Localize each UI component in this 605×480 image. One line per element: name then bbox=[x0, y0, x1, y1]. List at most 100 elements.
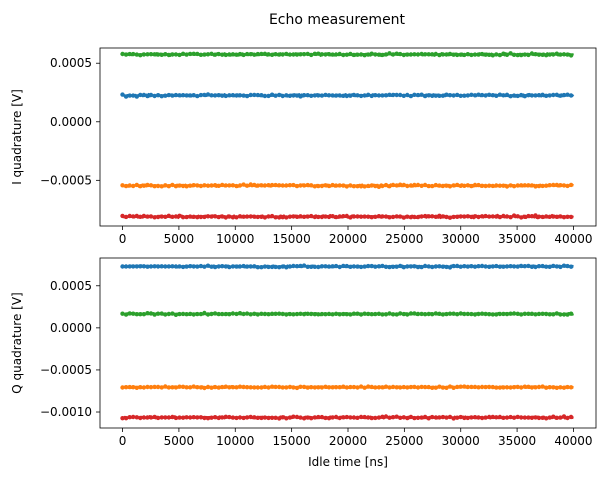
data-point bbox=[301, 384, 307, 390]
data-point bbox=[152, 264, 157, 269]
data-point bbox=[294, 214, 300, 219]
data-point bbox=[220, 415, 225, 420]
data-point bbox=[540, 415, 545, 420]
data-point bbox=[455, 52, 460, 58]
data-point bbox=[487, 414, 492, 420]
data-point bbox=[141, 213, 147, 219]
data-point bbox=[444, 415, 449, 420]
data-point bbox=[476, 264, 481, 269]
data-point bbox=[326, 214, 332, 220]
data-point bbox=[244, 311, 250, 316]
data-point bbox=[551, 214, 556, 219]
data-point bbox=[501, 51, 506, 56]
data-point bbox=[266, 312, 271, 317]
data-point bbox=[198, 385, 204, 390]
data-point bbox=[123, 312, 129, 317]
data-point bbox=[544, 311, 549, 317]
data-point bbox=[266, 214, 271, 219]
data-point bbox=[188, 214, 193, 219]
data-point bbox=[198, 415, 204, 420]
data-point bbox=[244, 415, 250, 420]
data-point bbox=[383, 52, 389, 57]
data-point bbox=[433, 214, 438, 219]
data-point bbox=[280, 183, 285, 188]
data-point bbox=[262, 93, 268, 99]
data-point bbox=[568, 214, 574, 220]
data-point bbox=[191, 214, 196, 219]
data-point bbox=[508, 414, 513, 420]
data-point bbox=[462, 264, 467, 269]
data-point bbox=[554, 385, 559, 390]
data-point bbox=[529, 385, 535, 390]
data-point bbox=[447, 51, 453, 57]
data-point bbox=[273, 93, 278, 98]
data-point bbox=[344, 52, 349, 57]
data-point bbox=[401, 182, 406, 188]
data-point bbox=[209, 264, 214, 269]
data-point bbox=[284, 416, 289, 421]
data-point bbox=[455, 182, 460, 188]
data-point bbox=[241, 311, 246, 317]
data-point bbox=[277, 311, 282, 316]
data-point bbox=[131, 51, 136, 57]
data-point bbox=[230, 385, 236, 390]
x-tick-label: 15000 bbox=[273, 232, 311, 246]
data-point bbox=[291, 214, 296, 219]
data-point bbox=[255, 415, 260, 420]
data-point bbox=[326, 264, 332, 269]
data-point bbox=[476, 92, 481, 97]
data-point bbox=[180, 264, 186, 270]
data-point bbox=[195, 415, 200, 420]
data-point bbox=[248, 182, 253, 187]
data-point bbox=[494, 263, 499, 269]
data-point bbox=[298, 183, 303, 188]
data-point bbox=[333, 214, 339, 220]
data-point bbox=[173, 415, 179, 421]
data-point bbox=[412, 52, 417, 57]
data-point bbox=[337, 51, 342, 57]
data-point bbox=[401, 93, 406, 99]
data-point bbox=[565, 52, 570, 57]
data-point bbox=[180, 51, 186, 56]
data-point bbox=[287, 384, 293, 390]
data-point bbox=[387, 385, 392, 390]
data-point bbox=[465, 311, 470, 317]
data-point bbox=[195, 311, 200, 317]
data-point bbox=[163, 93, 168, 98]
data-point bbox=[195, 264, 200, 269]
data-point bbox=[348, 264, 353, 269]
data-point bbox=[127, 384, 132, 390]
data-point bbox=[205, 416, 211, 421]
data-point bbox=[134, 415, 139, 420]
data-point bbox=[333, 183, 339, 188]
data-point bbox=[280, 93, 285, 99]
data-point bbox=[447, 414, 453, 420]
data-point bbox=[422, 312, 428, 317]
data-point bbox=[479, 51, 485, 57]
data-point bbox=[412, 214, 417, 220]
y-tick-label: 0.0000 bbox=[50, 321, 92, 335]
data-point bbox=[131, 264, 136, 269]
data-point bbox=[494, 183, 499, 188]
data-point bbox=[230, 415, 236, 420]
data-point bbox=[337, 214, 342, 219]
data-point bbox=[519, 312, 524, 317]
data-point bbox=[191, 183, 196, 188]
data-point bbox=[508, 264, 513, 269]
data-point bbox=[430, 414, 435, 420]
data-point bbox=[344, 263, 349, 269]
data-point bbox=[134, 213, 139, 219]
data-point bbox=[287, 214, 293, 219]
x-tick-label: 20000 bbox=[329, 434, 367, 448]
data-point bbox=[230, 311, 236, 316]
data-point bbox=[252, 415, 257, 420]
data-point bbox=[241, 415, 246, 421]
data-point bbox=[134, 52, 139, 57]
data-point bbox=[316, 93, 321, 98]
data-point bbox=[198, 183, 204, 189]
data-point bbox=[536, 93, 542, 98]
plot-area bbox=[99, 47, 597, 227]
data-point bbox=[497, 311, 503, 317]
data-point bbox=[341, 415, 346, 420]
data-point bbox=[259, 183, 264, 188]
